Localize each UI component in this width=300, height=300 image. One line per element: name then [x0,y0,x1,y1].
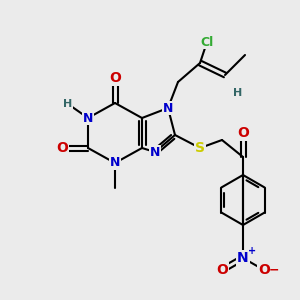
Text: O: O [258,263,270,277]
Text: N: N [237,251,249,265]
Text: N: N [83,112,93,124]
Text: O: O [109,71,121,85]
Text: N: N [150,146,160,158]
Text: N: N [163,101,173,115]
Text: −: − [269,263,279,277]
Text: S: S [195,141,205,155]
Text: N: N [110,157,120,169]
Text: Cl: Cl [200,35,214,49]
Text: O: O [237,126,249,140]
Text: H: H [233,88,243,98]
Text: +: + [248,246,256,256]
Text: O: O [216,263,228,277]
Text: H: H [63,99,73,109]
Text: O: O [56,141,68,155]
